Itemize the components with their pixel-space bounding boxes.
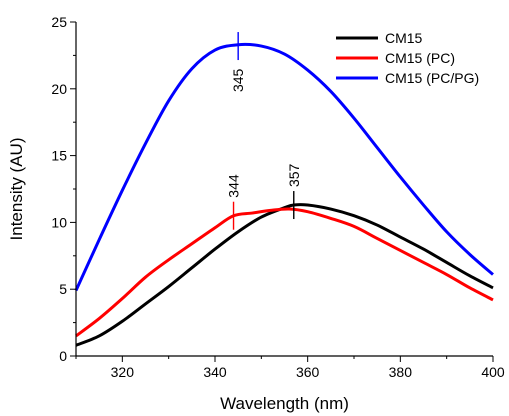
series-line-2 bbox=[74, 42, 494, 292]
legend-label-0: CM15 bbox=[385, 30, 423, 46]
series-layer bbox=[74, 42, 494, 347]
legend: CM15 CM15 (PC) CM15 (PC/PG) bbox=[336, 30, 479, 86]
peak-label-2: 357 bbox=[286, 163, 302, 187]
y-tick-label: 5 bbox=[59, 281, 67, 297]
legend-label-2: CM15 (PC/PG) bbox=[385, 70, 479, 86]
x-tick-label: 380 bbox=[389, 364, 413, 380]
series-line-1 bbox=[75, 207, 494, 338]
x-axis-title: Wavelength (nm) bbox=[220, 394, 349, 413]
x-tick-label: 360 bbox=[296, 364, 320, 380]
y-tick-label: 25 bbox=[51, 14, 67, 30]
x-tick-label: 340 bbox=[203, 364, 227, 380]
series-line-0 bbox=[75, 203, 494, 347]
y-tick-label: 20 bbox=[51, 81, 67, 97]
legend-label-1: CM15 (PC) bbox=[385, 50, 455, 66]
peak-label-0: 345 bbox=[230, 68, 246, 92]
peak-markers: 345 344 357 bbox=[226, 32, 302, 230]
y-tick-label: 10 bbox=[51, 214, 67, 230]
peak-label-1: 344 bbox=[226, 174, 242, 198]
x-tick-label: 320 bbox=[111, 364, 135, 380]
axes: 320 340 360 380 400 0 5 10 15 20 25 bbox=[51, 14, 504, 380]
y-tick-label: 15 bbox=[51, 148, 67, 164]
y-tick-label: 0 bbox=[59, 348, 67, 364]
x-tick-label: 400 bbox=[481, 364, 505, 380]
y-axis-title: Intensity (AU) bbox=[7, 138, 26, 241]
